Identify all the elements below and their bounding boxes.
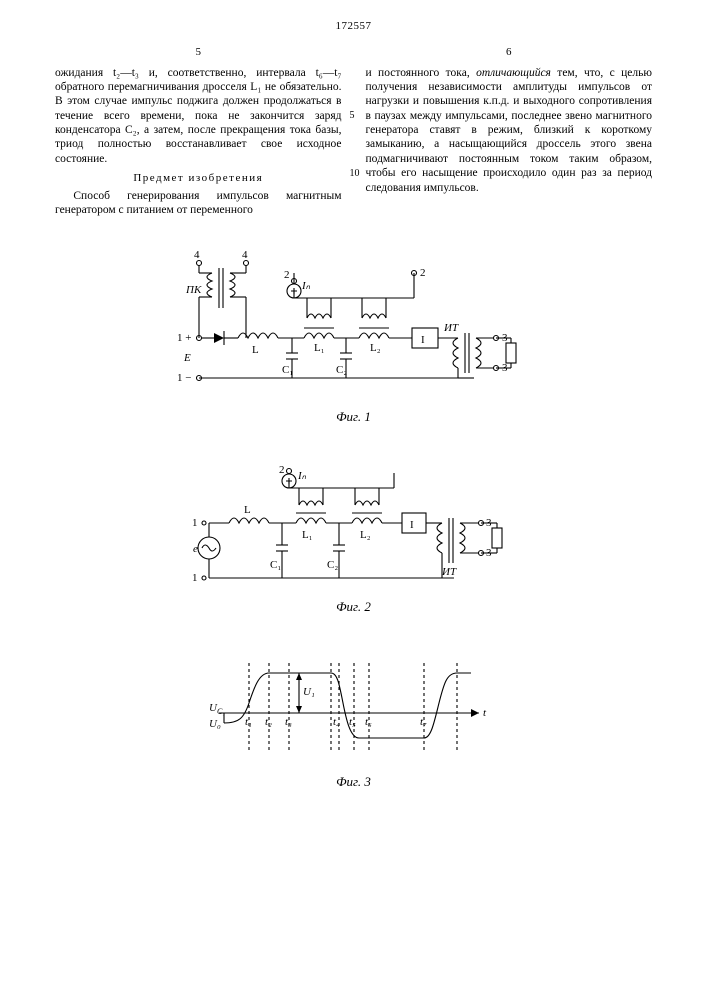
fig2-svg: e 1 1 L: [184, 463, 524, 593]
fig2-label-C2: C₂: [327, 559, 338, 571]
fig1-label-E: E: [183, 352, 191, 364]
right-paragraph-1: и постоянного тока, отличающийся тем, чт…: [366, 66, 653, 195]
patent-number: 172557: [55, 20, 652, 34]
fig1-caption: Фиг. 1: [336, 409, 371, 425]
left-paragraph-1: ожидания t₂—t₃ и, соответственно, интерв…: [55, 66, 342, 167]
fig3-label-t: t: [483, 707, 487, 719]
fig2-label-Iblock: I: [410, 519, 414, 531]
fig3-label-UC1: UC₁: [209, 702, 225, 716]
fig1-label-1minus: 1 −: [177, 372, 191, 384]
fig1-label-2a: 2: [284, 269, 290, 281]
right-column: 6 и постоянного тока, отличающийся тем, …: [366, 46, 653, 218]
fig3-t2: t₂: [265, 716, 272, 728]
figure-1: 1 − 1 + L: [55, 243, 652, 425]
right-col-number: 6: [366, 46, 653, 60]
fig3-label-U1: U₁: [303, 686, 315, 698]
fig3-t5: t₅: [349, 716, 356, 728]
fig3-t7: t₇: [420, 716, 427, 728]
fig2-label-2: 2: [279, 464, 285, 476]
fig1-label-L: L: [252, 344, 259, 356]
fig2-label-1b: 1: [192, 572, 198, 584]
figure-2: e 1 1 L: [55, 463, 652, 615]
left-col-number: 5: [55, 46, 342, 60]
fig1-label-PK: ПК: [185, 284, 202, 296]
fig2-label-L2: L₂: [360, 529, 371, 541]
line-marker-10: 10: [350, 168, 360, 181]
right-p1-b: тем, что, с целью получения независимост…: [366, 67, 653, 194]
fig1-label-In: Iₙ: [301, 280, 311, 292]
right-p1-em: отличающийся: [476, 67, 551, 79]
fig2-label-L1: L₁: [302, 529, 313, 541]
fig3-t4: t₄: [333, 716, 340, 728]
fig2-label-L: L: [244, 504, 251, 516]
line-marker-5: 5: [350, 110, 355, 123]
fig3-svg: t UC₁: [209, 653, 499, 768]
fig1-label-1plus: 1 +: [177, 332, 191, 344]
fig3-label-U0: U₀: [209, 718, 221, 730]
fig2-label-In: Iₙ: [297, 470, 307, 482]
fig2-label-e: e: [193, 543, 198, 555]
left-paragraph-2: Способ генерирования импульсов магнитным…: [55, 189, 342, 218]
fig3-t3: t₃: [285, 716, 292, 728]
fig3-caption: Фиг. 3: [336, 774, 371, 790]
fig1-label-C1: C₁: [282, 364, 293, 376]
section-title: Предмет изобретения: [55, 172, 342, 186]
fig1-label-Iblock: I: [421, 334, 425, 346]
fig3-t6: t₆: [365, 716, 372, 728]
figure-3: t UC₁: [55, 653, 652, 790]
fig2-label-1a: 1: [192, 517, 198, 529]
fig1-svg: 1 − 1 + L: [174, 243, 534, 403]
fig1-label-4a: 4: [194, 249, 200, 261]
fig1-label-2b: 2: [420, 267, 426, 279]
fig1-label-L1: L₁: [314, 342, 325, 354]
fig1-label-C2: C₂: [336, 364, 347, 376]
right-p1-a: и постоянного тока,: [366, 67, 477, 79]
fig1-label-L2: L₂: [370, 342, 381, 354]
fig1-label-4b: 4: [242, 249, 248, 261]
fig2-caption: Фиг. 2: [336, 599, 371, 615]
fig2-label-IT: ИТ: [441, 566, 457, 578]
fig3-t1: t₁: [245, 716, 252, 728]
fig1-label-IT: ИТ: [443, 322, 459, 334]
fig2-label-C1: C₁: [270, 559, 281, 571]
figures-area: 1 − 1 + L: [55, 243, 652, 791]
two-column-text: 5 ожидания t₂—t₃ и, соответственно, инте…: [55, 46, 652, 218]
left-column: 5 ожидания t₂—t₃ и, соответственно, инте…: [55, 46, 342, 218]
